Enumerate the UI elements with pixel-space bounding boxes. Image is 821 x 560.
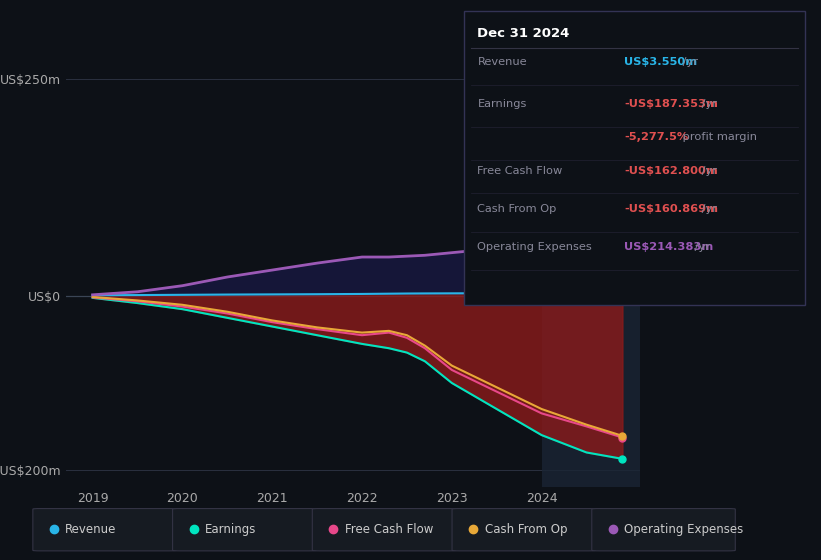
Text: Cash From Op: Cash From Op (484, 522, 567, 536)
Text: /yr: /yr (691, 242, 710, 252)
FancyBboxPatch shape (452, 508, 595, 551)
Text: US$214.383m: US$214.383m (624, 242, 713, 252)
Text: -US$162.800m: -US$162.800m (624, 166, 718, 175)
FancyBboxPatch shape (33, 508, 177, 551)
FancyBboxPatch shape (172, 508, 316, 551)
Text: Cash From Op: Cash From Op (478, 204, 557, 214)
Text: Earnings: Earnings (205, 522, 256, 536)
Text: Revenue: Revenue (478, 57, 527, 67)
Text: Dec 31 2024: Dec 31 2024 (478, 27, 570, 40)
Text: Free Cash Flow: Free Cash Flow (345, 522, 433, 536)
Text: Operating Expenses: Operating Expenses (624, 522, 744, 536)
Text: /yr: /yr (698, 100, 717, 109)
Text: -US$160.869m: -US$160.869m (624, 204, 718, 214)
Text: -5,277.5%: -5,277.5% (624, 132, 688, 142)
Text: Operating Expenses: Operating Expenses (478, 242, 592, 252)
FancyBboxPatch shape (592, 508, 736, 551)
Text: /yr: /yr (679, 57, 698, 67)
Text: /yr: /yr (698, 166, 717, 175)
FancyBboxPatch shape (312, 508, 456, 551)
Text: US$3.550m: US$3.550m (624, 57, 697, 67)
Text: -US$187.353m: -US$187.353m (624, 100, 718, 109)
FancyBboxPatch shape (464, 11, 805, 305)
Text: Revenue: Revenue (66, 522, 117, 536)
Text: Earnings: Earnings (478, 100, 527, 109)
Bar (542, 62, 640, 487)
Text: /yr: /yr (698, 204, 717, 214)
Text: Free Cash Flow: Free Cash Flow (478, 166, 562, 175)
Text: profit margin: profit margin (679, 132, 757, 142)
